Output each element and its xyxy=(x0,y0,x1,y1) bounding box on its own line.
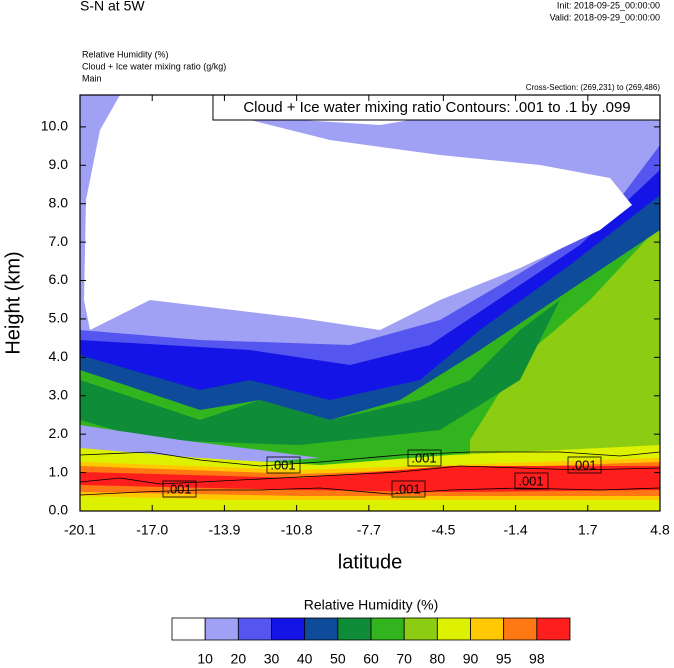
colorbar-label: 60 xyxy=(363,651,379,667)
contour-field: .001 .001 .001 .001 .001 .001 xyxy=(79,95,661,511)
contour-line xyxy=(79,451,661,467)
colorbar-label: 50 xyxy=(330,651,346,667)
colorbar-box xyxy=(536,617,571,641)
contour-label: .001 xyxy=(166,481,191,496)
field-label: Relative Humidity (%) xyxy=(82,49,169,59)
colorbar-label: 40 xyxy=(297,651,313,667)
colorbar-label: 95 xyxy=(496,651,512,667)
contour-label: .001 xyxy=(395,481,420,496)
y-tick-label: 7.0 xyxy=(49,233,69,249)
colorbar-box xyxy=(337,617,372,641)
contour-label-box xyxy=(162,480,197,498)
x-tick-label: 1.7 xyxy=(578,522,598,538)
init-time: Init: 2018-09-25_00:00:00 xyxy=(557,0,660,10)
colorbar-title: Relative Humidity (%) xyxy=(304,597,439,613)
contour-info: Cloud + Ice water mixing ratio Contours:… xyxy=(243,99,630,116)
colorbar-box xyxy=(304,617,339,641)
x-tick-label: -13.9 xyxy=(208,522,240,538)
x-axis-label: latitude xyxy=(338,551,403,573)
y-tick-label: 0.0 xyxy=(49,502,69,518)
axes: Cloud + Ice water mixing ratio Contours:… xyxy=(41,94,670,538)
x-tick-label: -1.4 xyxy=(504,522,528,538)
contour-label-box xyxy=(567,456,602,474)
contour-label: .001 xyxy=(518,473,543,488)
colorbar-label: 98 xyxy=(529,651,545,667)
contour-fill xyxy=(80,300,560,445)
contour-label-box xyxy=(266,456,301,474)
colorbar-box xyxy=(237,617,272,641)
x-tick-label: -4.5 xyxy=(431,522,455,538)
contour-label: .001 xyxy=(411,450,436,465)
colorbar-box xyxy=(271,617,306,641)
y-tick-label: 5.0 xyxy=(49,310,69,326)
x-tick-label: -20.1 xyxy=(64,522,96,538)
contour-fill xyxy=(80,500,660,511)
x-tick-label: -7.7 xyxy=(357,522,381,538)
field-label: Main xyxy=(82,73,102,83)
x-tick-label: -10.8 xyxy=(281,522,313,538)
valid-time: Valid: 2018-09-29_00:00:00 xyxy=(550,12,660,22)
colorbar-label: 20 xyxy=(231,651,247,667)
colorbar-box xyxy=(171,617,206,641)
y-tick-label: 10.0 xyxy=(41,118,68,134)
contour-label-box xyxy=(514,472,549,490)
contour-label-box xyxy=(407,449,442,467)
y-tick-label: 2.0 xyxy=(49,425,69,441)
contour-line xyxy=(79,487,661,496)
colorbar-label: 90 xyxy=(463,651,479,667)
colorbar-label: 30 xyxy=(264,651,280,667)
colorbar-label: 80 xyxy=(430,651,446,667)
y-tick-label: 6.0 xyxy=(49,271,69,287)
contour-fill xyxy=(84,95,632,330)
colorbar-box xyxy=(436,617,471,641)
contour-fill xyxy=(470,225,660,511)
contour-label: .001 xyxy=(270,457,295,472)
y-tick-label: 8.0 xyxy=(49,194,69,210)
colorbar-box xyxy=(403,617,438,641)
chart-title: S-N at 5W xyxy=(80,0,145,14)
colorbar-box xyxy=(370,617,405,641)
contour-line xyxy=(79,465,661,485)
x-tick-label: -17.0 xyxy=(136,522,168,538)
plot-frame xyxy=(79,94,661,512)
colorbar-box xyxy=(470,617,505,641)
y-tick-label: 3.0 xyxy=(49,386,69,402)
cross-section: Cross-Section: (269,231) to (269,486) xyxy=(526,83,661,92)
colorbar-box xyxy=(204,617,239,641)
y-tick-label: 1.0 xyxy=(49,463,69,479)
colorbar-box xyxy=(503,617,538,641)
y-axis-label: Height (km) xyxy=(2,251,24,354)
y-tick-label: 4.0 xyxy=(49,348,69,364)
colorbar-label: 10 xyxy=(197,651,213,667)
x-tick-label: 4.8 xyxy=(650,522,670,538)
y-tick-label: 9.0 xyxy=(49,156,69,172)
field-label: Cloud + Ice water mixing ratio (g/kg) xyxy=(82,61,226,71)
colorbar-label: 70 xyxy=(396,651,412,667)
contour-label-box xyxy=(391,480,426,498)
contour-label: .001 xyxy=(571,457,596,472)
